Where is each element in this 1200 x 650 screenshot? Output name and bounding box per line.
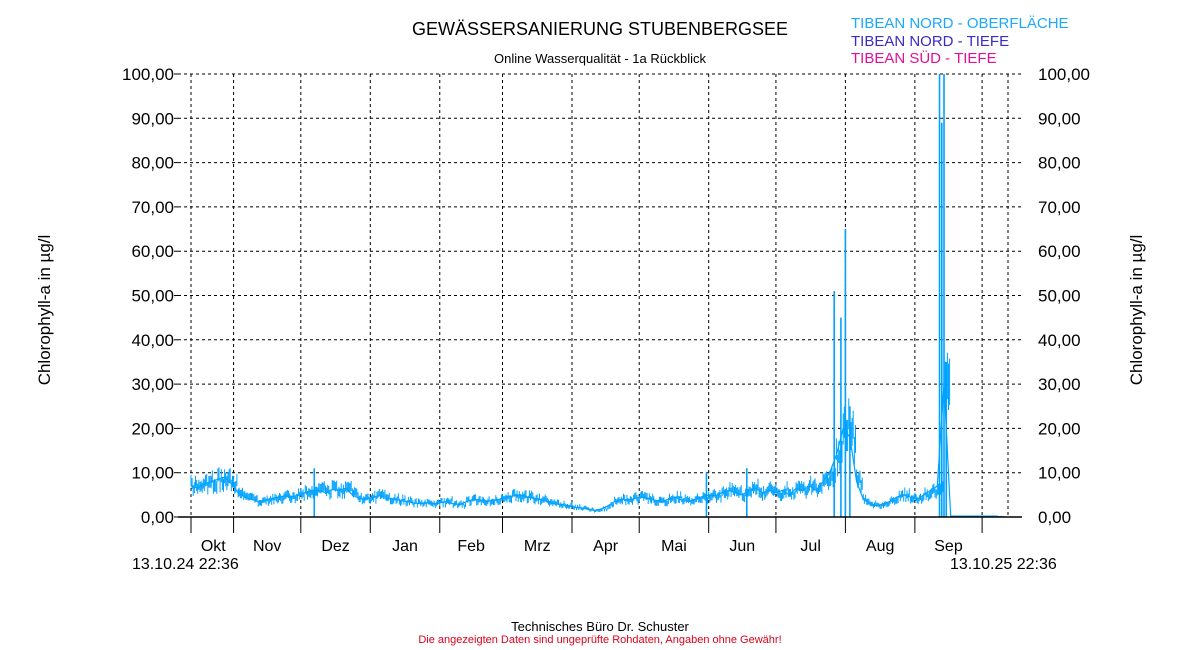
x-month-label: Apr xyxy=(593,538,619,555)
footer-disclaimer: Die angezeigten Daten sind ungeprüfte Ro… xyxy=(418,634,782,646)
y-tick-label-left: 10,00 xyxy=(131,464,174,483)
series-noise-band xyxy=(190,352,1004,517)
y-tick-label-right: 50,00 xyxy=(1038,287,1081,306)
x-month-label: Aug xyxy=(866,538,894,555)
y-tick-label-left: 60,00 xyxy=(131,242,174,261)
y-tick-label-right: 80,00 xyxy=(1038,154,1081,173)
x-end-label: 13.10.25 22:36 xyxy=(950,556,1057,573)
y-tick-label-right: 10,00 xyxy=(1038,464,1081,483)
y-tick-label-left: 80,00 xyxy=(131,154,174,173)
x-month-label: Okt xyxy=(201,538,226,555)
x-month-label: Nov xyxy=(253,538,281,555)
y-tick-label-left: 20,00 xyxy=(131,419,174,438)
y-tick-label-right: 90,00 xyxy=(1038,109,1081,128)
y-tick-label-left: 40,00 xyxy=(131,331,174,350)
y-tick-label-right: 60,00 xyxy=(1038,242,1081,261)
x-month-label: Sep xyxy=(934,538,963,555)
x-month-label: Feb xyxy=(457,538,485,555)
x-month-label: Jul xyxy=(800,538,820,555)
legend-item-sued-tiefe: TIBEAN SÜD - TIEFE xyxy=(851,50,997,67)
y-tick-label-left: 70,00 xyxy=(131,198,174,217)
chart-subtitle: Online Wasserqualität - 1a Rückblick xyxy=(494,51,706,66)
y-tick-label-right: 30,00 xyxy=(1038,375,1081,394)
y-tick-label-left: 100,00 xyxy=(122,65,174,84)
y-tick-label-left: 50,00 xyxy=(131,287,174,306)
x-month-label: Mai xyxy=(661,538,687,555)
legend-item-nord-oberflaeche: TIBEAN NORD - OBERFLÄCHE xyxy=(851,15,1069,32)
chart-title: GEWÄSSERSANIERUNG STUBENBERGSEE xyxy=(411,19,789,39)
x-month-label: Jun xyxy=(729,538,755,555)
y-tick-label-left: 0,00 xyxy=(141,508,174,527)
y-tick-label-left: 30,00 xyxy=(131,375,174,394)
y-axis-label-right: Chlorophyll-a in µg/l xyxy=(1127,234,1146,386)
x-start-label: 13.10.24 22:36 xyxy=(132,556,239,573)
legend-item-nord-tiefe: TIBEAN NORD - TIEFE xyxy=(851,33,1010,50)
y-axis-label-left: Chlorophyll-a in µg/l xyxy=(35,234,54,386)
y-tick-label-right: 40,00 xyxy=(1038,331,1081,350)
y-tick-label-left: 90,00 xyxy=(131,109,174,128)
x-month-label: Jan xyxy=(392,538,418,555)
x-month-label: Dez xyxy=(321,538,349,555)
series-line xyxy=(190,384,998,517)
x-month-label: Mrz xyxy=(524,538,551,555)
y-tick-label-right: 100,00 xyxy=(1038,65,1090,84)
y-tick-label-right: 20,00 xyxy=(1038,419,1081,438)
y-tick-label-right: 70,00 xyxy=(1038,198,1081,217)
y-tick-label-right: 0,00 xyxy=(1038,508,1071,527)
footer-company: Technisches Büro Dr. Schuster xyxy=(511,619,689,634)
